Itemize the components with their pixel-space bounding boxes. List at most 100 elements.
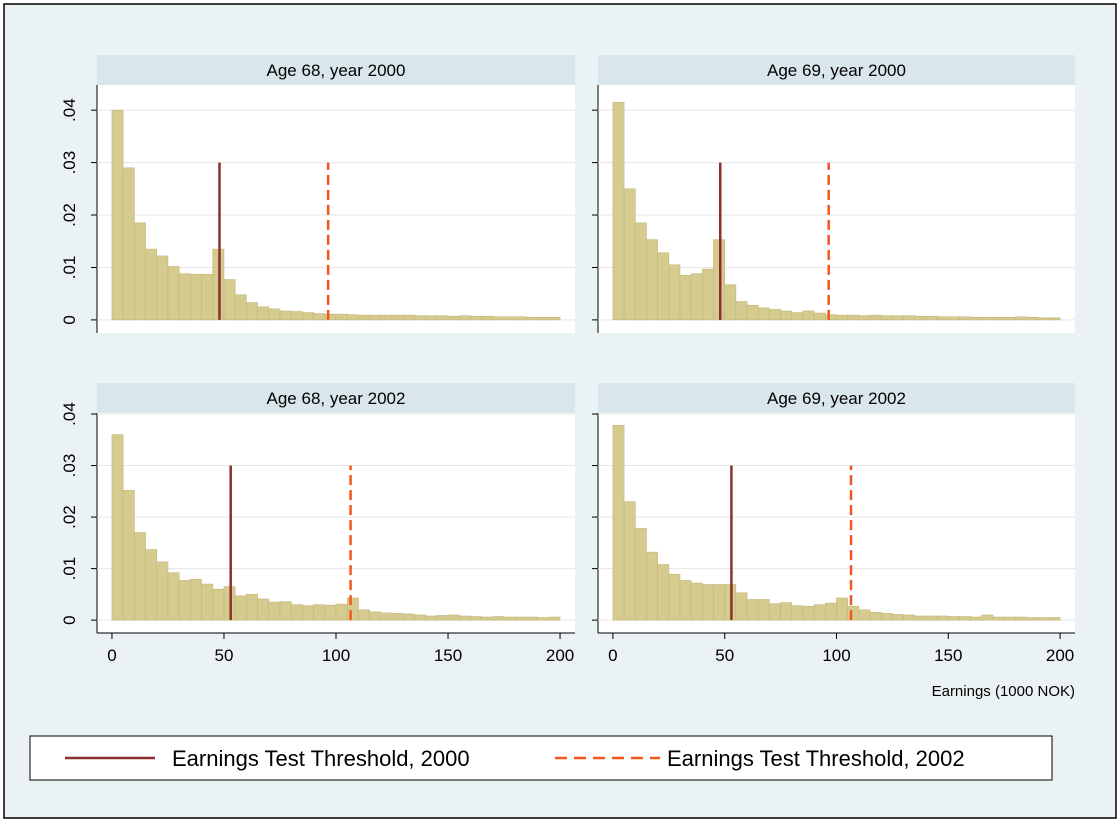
x-tick-label: 200 [546,646,574,665]
bar [212,588,225,621]
bar [201,583,214,621]
bar [402,613,415,621]
bar [847,605,860,621]
bar [268,308,281,321]
bar [503,316,516,321]
bar [992,316,1005,321]
bar [612,102,625,321]
bar [634,222,647,321]
bar [769,309,781,321]
bar [735,301,748,321]
bar [134,222,146,321]
bar [358,314,370,321]
bar [190,273,202,321]
bar [1037,317,1050,321]
bar [548,316,561,321]
bar [880,315,893,321]
x-tick-label: 100 [822,646,850,665]
bar [903,614,916,621]
bar [492,316,505,321]
bar [503,616,516,621]
bar [145,549,158,621]
panel-title: Age 69, year 2000 [767,61,906,80]
x-tick-label: 100 [322,646,350,665]
bar [414,614,426,621]
bar [458,315,471,321]
bar [313,313,326,321]
bar [1015,616,1027,621]
bar [646,239,658,321]
bar [380,612,393,621]
bar [335,313,348,321]
bar [156,255,169,321]
panel-header [97,55,575,85]
bar [167,266,180,321]
bar [925,615,938,621]
bar [825,602,837,621]
bar [302,605,314,621]
bar [537,617,550,621]
panel-header [598,55,1075,85]
bar [936,615,949,621]
bar [769,603,781,621]
bar [690,273,703,321]
bar [447,315,460,321]
bar [346,597,359,621]
bar [324,604,337,621]
bar [858,609,871,621]
bar [447,614,460,621]
bar [836,597,848,621]
y-tick-label: .02 [60,203,79,227]
bar [657,564,670,621]
bar [346,314,359,321]
bar [369,314,382,321]
bar [757,599,770,621]
bar [156,561,169,621]
bar [713,584,726,621]
bar [470,616,482,621]
bar [257,598,270,621]
bar [1037,617,1050,621]
bar [167,572,180,621]
bar [679,580,692,621]
bar [234,595,247,621]
x-axis-title: Earnings (1000 NOK) [932,683,1075,700]
bar [746,599,759,621]
bar [302,312,314,321]
y-tick-label: .01 [60,256,79,280]
legend-label: Earnings Test Threshold, 2000 [172,746,470,771]
bar [380,314,393,321]
bar [914,315,927,321]
bar [869,612,882,621]
bar [111,434,124,621]
bar [122,489,135,621]
x-tick-label: 50 [715,646,734,665]
bar [612,425,625,621]
bar [178,273,191,321]
bar [414,315,426,321]
panel-header [97,383,575,413]
bar [492,616,505,621]
x-tick-label: 50 [215,646,234,665]
bar [947,616,960,621]
y-tick-label: .03 [60,454,79,478]
bar [657,252,670,321]
bar [1003,616,1016,621]
x-tick-label: 150 [934,646,962,665]
panel-title: Age 69, year 2002 [767,389,906,408]
bar [313,604,326,621]
bar [702,584,714,621]
bar [735,592,748,621]
bar [981,316,994,321]
bar [436,615,449,621]
bar [537,316,550,321]
y-tick-label: 0 [60,615,79,624]
bar [279,310,292,321]
y-tick-label: .04 [60,98,79,122]
bar [914,615,927,621]
bar [813,604,826,621]
bar [813,312,826,321]
bar [1003,316,1016,321]
bar [690,582,703,621]
x-tick-label: 0 [608,646,617,665]
